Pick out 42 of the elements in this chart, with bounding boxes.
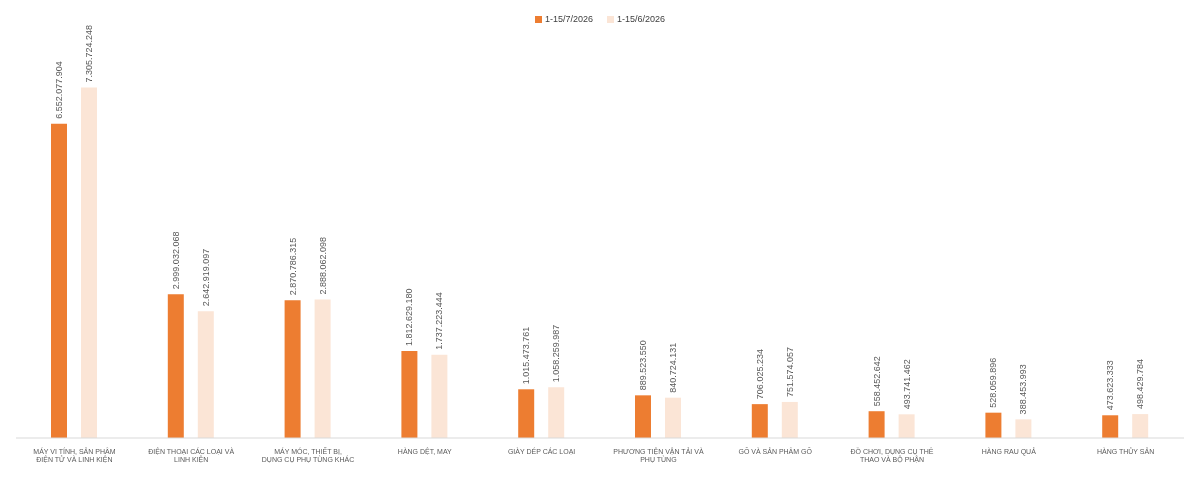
bar [985, 412, 1002, 438]
bar [635, 395, 651, 438]
bar [167, 294, 184, 438]
bar [81, 87, 97, 438]
bar [518, 389, 535, 438]
bar [284, 300, 301, 438]
data-label: 558.452.642 [871, 356, 882, 407]
data-label: 2.888.062.098 [317, 236, 328, 295]
data-label: 388.453.993 [1018, 364, 1029, 415]
bar [1102, 415, 1119, 438]
data-label: 6.552.077.904 [54, 61, 64, 119]
data-label: 1.812.629.180 [404, 288, 415, 347]
bar [781, 401, 798, 438]
data-label: 1.058.259.987 [551, 324, 562, 383]
bar [1015, 419, 1032, 438]
bar [665, 397, 681, 438]
bar [1132, 414, 1149, 438]
data-label: 473.623.333 [1105, 360, 1116, 411]
bar [431, 354, 448, 438]
data-label: 706.025.234 [754, 349, 765, 400]
data-label: 1.737.223.444 [434, 292, 445, 350]
data-label: 2.642.919.097 [200, 248, 211, 307]
data-label: 7.305.724.248 [84, 25, 94, 83]
data-label: 528.059.896 [988, 357, 999, 408]
data-label: 2.999.032.068 [170, 231, 181, 290]
legend-label: 1-15/7/2026 [543, 14, 593, 24]
bar [751, 404, 768, 438]
bar [401, 351, 418, 438]
data-label: 1.015.473.761 [521, 326, 532, 385]
bar [868, 411, 885, 438]
bar [197, 311, 214, 438]
data-label: 498.429.784 [1135, 359, 1146, 410]
bar [314, 299, 331, 438]
bar [548, 387, 565, 438]
bar [51, 123, 67, 438]
data-label: 2.870.786.315 [287, 237, 298, 296]
bar [898, 414, 915, 438]
data-label: 751.574.057 [784, 346, 795, 397]
legend-label: 1-15/6/2026 [616, 14, 666, 24]
data-label: 889.523.550 [638, 340, 648, 391]
data-label: 840.724.131 [668, 342, 678, 393]
data-label: 493.741.462 [901, 359, 912, 410]
